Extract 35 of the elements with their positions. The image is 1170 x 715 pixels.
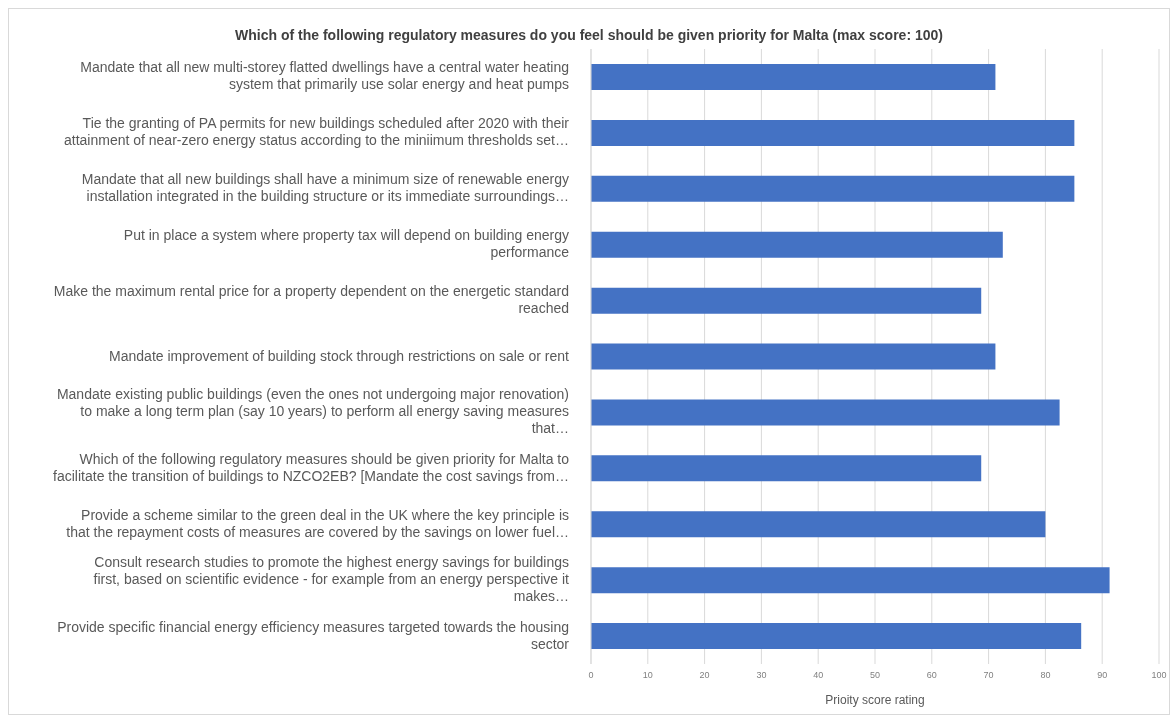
bar <box>591 175 1075 202</box>
x-axis-title: Prioity score rating <box>825 693 925 707</box>
bar <box>591 567 1110 594</box>
y-tick-label: Mandate that all new buildings shall have a minimum size of renewable energy installation integrated in the building structure or its immediate surroundings… <box>81 170 569 204</box>
x-tick-label: 60 <box>926 670 937 681</box>
y-tick-label: Mandate that all new multi-storey flatted dwellings have a central water heating system that primarily use solar energy and heat pumps <box>80 59 569 93</box>
bar <box>591 64 996 90</box>
bar <box>591 399 1060 426</box>
x-tick-label: 50 <box>869 670 881 681</box>
y-tick-label: Tie the granting of PA permits for new buildings scheduled after 2020 with their attainment of near-zero energy status according to the miniimum thresholds set… <box>63 115 570 149</box>
bar <box>591 511 1046 538</box>
y-tick-label: Put in place a system where property tax will depend on building energy performance <box>123 226 570 260</box>
bar <box>591 119 1075 146</box>
y-tick-label: Provide a scheme similar to the green deal in the UK where the key principle is that the repayment costs of measures are covered by the savings on lower fuel… <box>66 506 569 540</box>
x-tick-label: 90 <box>1097 670 1108 681</box>
x-tick-label: 100 <box>1151 670 1167 681</box>
bar <box>591 623 1082 650</box>
x-tick-label: 40 <box>813 670 824 681</box>
x-tick-label: 0 <box>588 670 594 681</box>
x-tick-label: 80 <box>1040 670 1051 681</box>
x-tick-label: 20 <box>699 670 710 681</box>
x-tick-label: 70 <box>983 670 994 681</box>
y-tick-label: Which of the following regulatory measures should be given priority for Malta to facilitate the transition of buildings to NZCO2EB? [Mandate the cost savings from… <box>53 450 570 484</box>
y-tick-label: Make the maximum rental price for a property dependent on the energetic standard reached <box>53 282 569 316</box>
y-tick-label: Mandate existing public buildings (even the ones not undergoing major renovation) to make a long term plan (say 10 years) to perform all energy saving measures that… <box>56 386 569 437</box>
bar <box>591 287 982 314</box>
y-tick-label: Mandate improvement of building stock through restrictions on sale or rent <box>109 347 570 364</box>
bar <box>591 455 982 482</box>
y-tick-label: Provide specific financial energy efficiency measures targeted towards the housing sector <box>57 618 570 652</box>
x-tick-label: 10 <box>642 670 653 681</box>
bar <box>591 343 996 370</box>
x-tick-label: 30 <box>756 670 767 681</box>
chart-title: Which of the following regulatory measures do you feel should be given priority for Malta (max score: 100) <box>234 26 944 45</box>
y-tick-label: Consult research studies to promote the highest energy savings for buildings first, based on scientific evidence - for example from an energy perspective it makes… <box>93 553 570 604</box>
bar <box>591 231 1003 258</box>
